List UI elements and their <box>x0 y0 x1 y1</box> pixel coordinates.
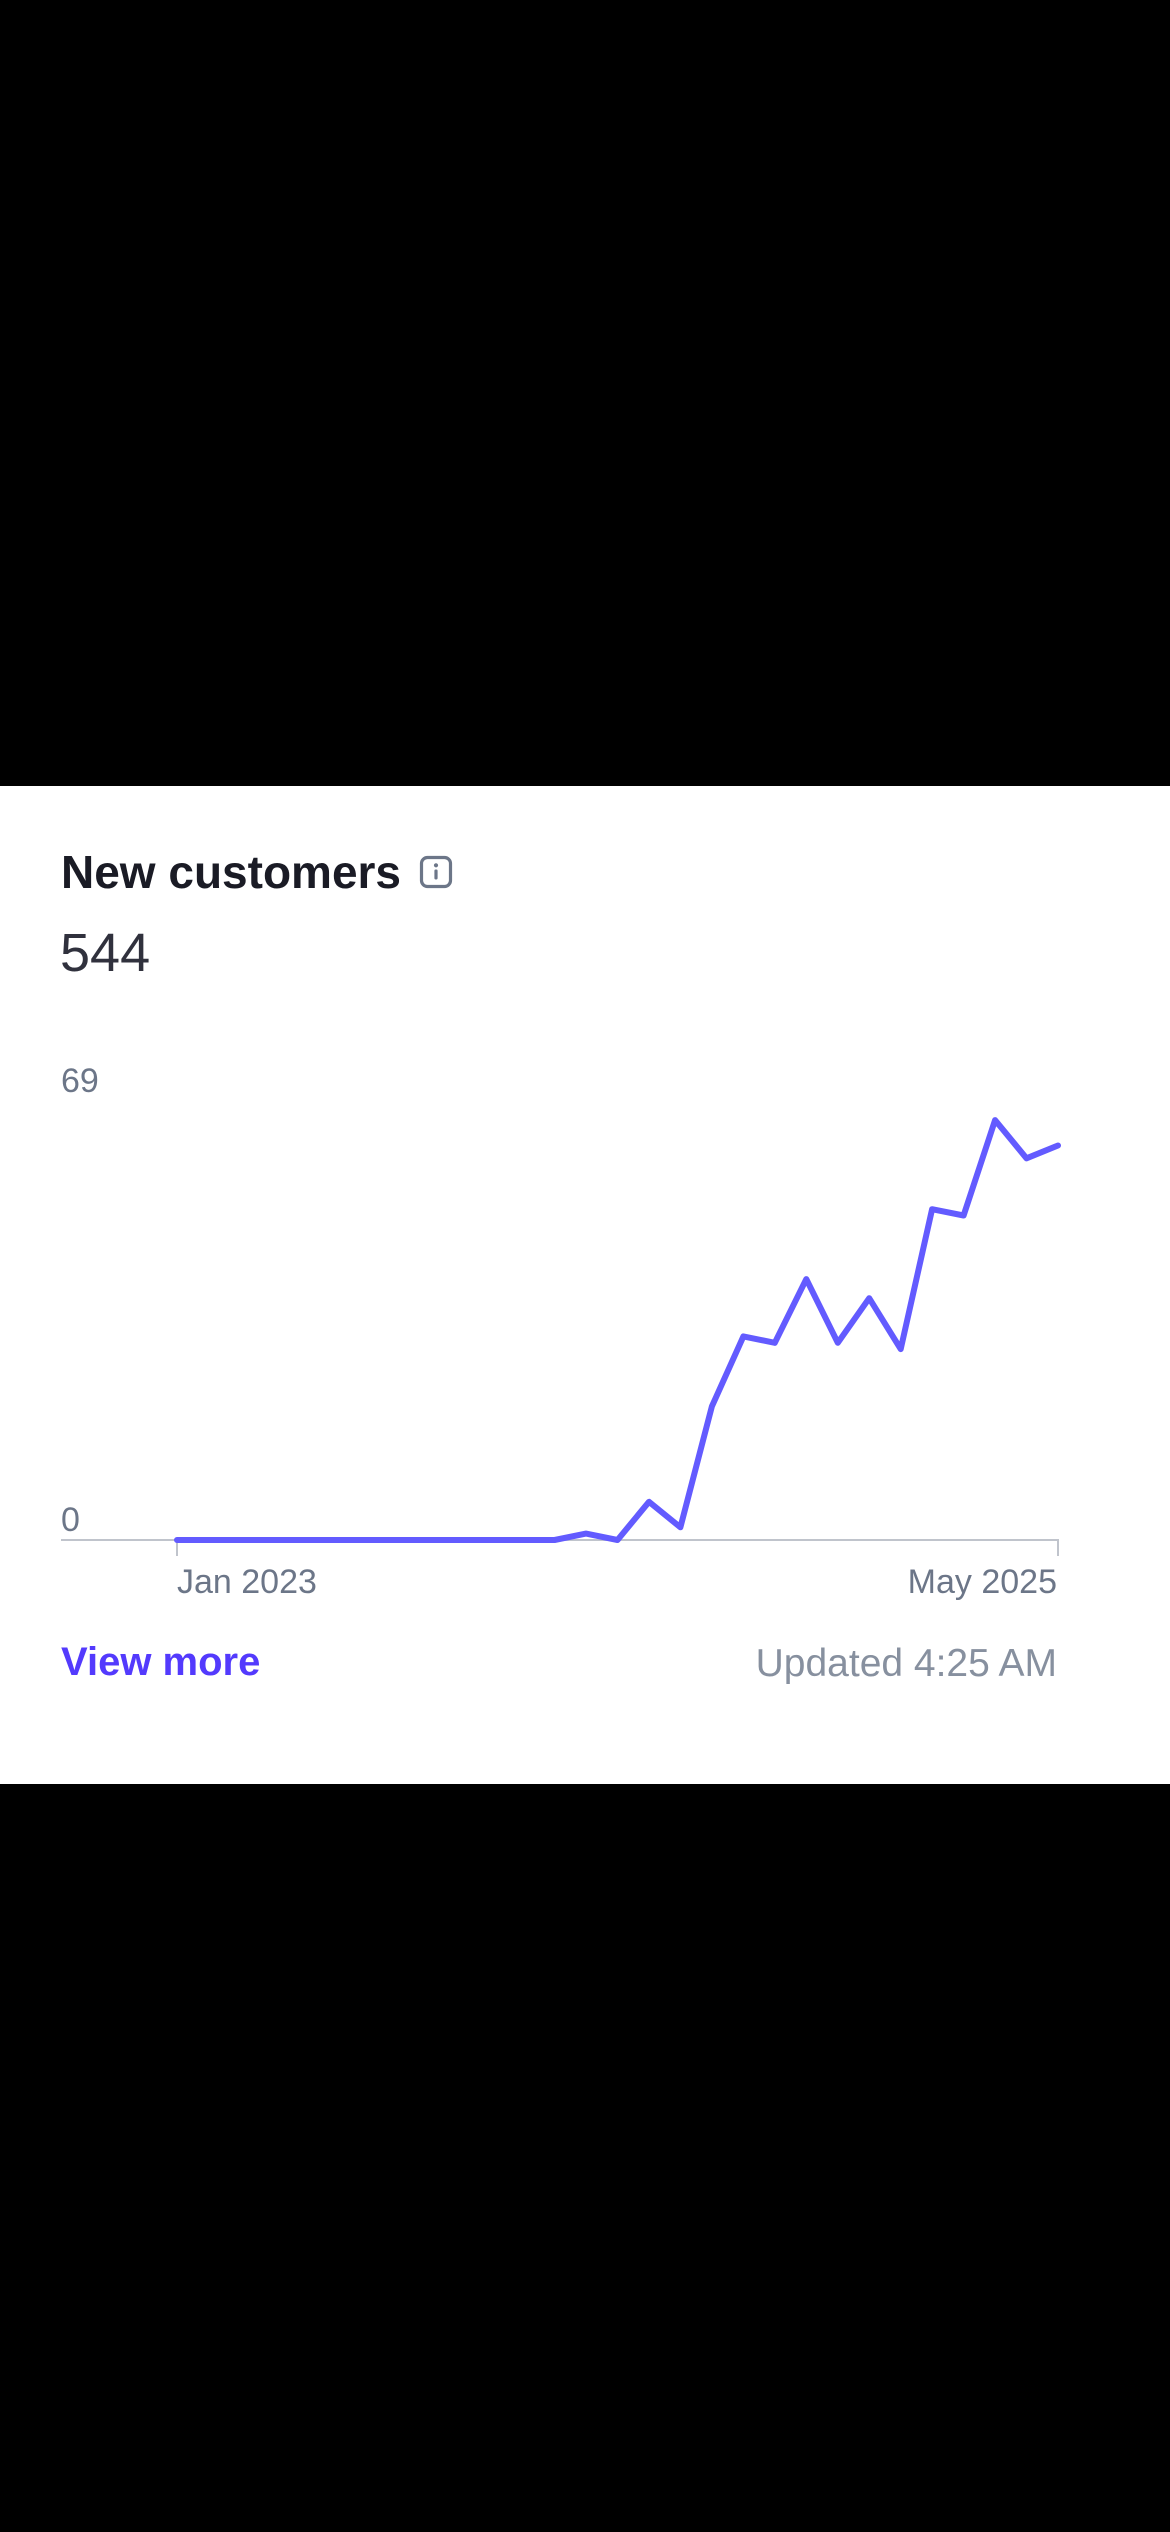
y-tick-label-min: 0 <box>61 1501 80 1539</box>
updated-timestamp: Updated 4:25 AM <box>755 1642 1057 1685</box>
y-tick-label-max: 69 <box>61 1062 99 1100</box>
series-line-new-customers <box>174 1117 1061 1543</box>
total-value: 544 <box>60 923 151 983</box>
card-title: New customers <box>61 846 402 898</box>
card-header: New customers <box>61 840 453 904</box>
new-customers-card <box>0 786 1170 1784</box>
new-customers-chart: 69 0 Jan 2023 May 2025 <box>61 1062 1061 1601</box>
info-icon[interactable] <box>419 855 453 889</box>
x-tick-label-start: Jan 2023 <box>177 1563 317 1601</box>
view-more-link[interactable]: View more <box>61 1640 261 1684</box>
x-tick-label-end: May 2025 <box>908 1563 1057 1601</box>
